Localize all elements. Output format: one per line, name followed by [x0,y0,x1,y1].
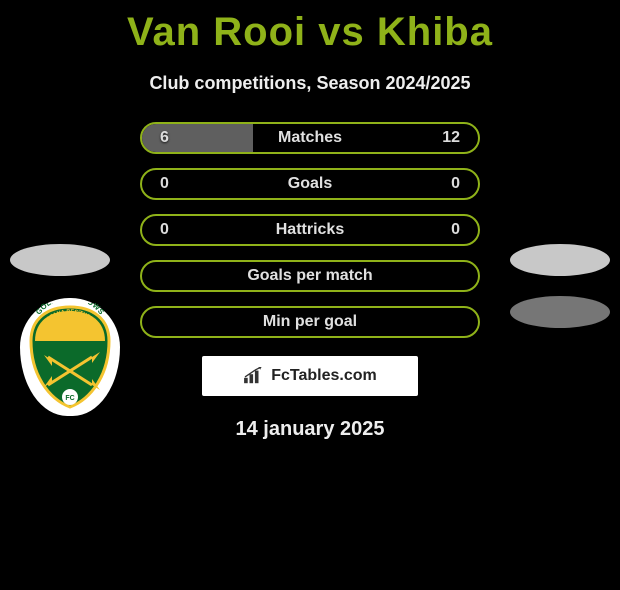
bar-chart-icon [243,367,265,385]
stat-right-value: 0 [451,221,460,239]
stat-rows: 6Matches120Goals00Hattricks0Goals per ma… [140,122,480,338]
stat-label: Goals per match [142,267,478,285]
right-team-placeholder-2 [510,296,610,328]
svg-text:FC: FC [65,395,74,402]
stat-row-goals-per-match: Goals per match [140,260,480,292]
fctables-text: FcTables.com [271,367,377,385]
club-badge: LAMONTVILLE GOLDEN ARROWS ABAFANA BES'TH… [20,298,120,416]
stat-right-value: 12 [442,129,460,147]
stat-label: Hattricks [142,221,478,239]
stat-row-min-per-goal: Min per goal [140,306,480,338]
fctables-watermark: FcTables.com [202,356,418,396]
stat-label: Goals [142,175,478,193]
stat-label: Min per goal [142,313,478,331]
club-badge-icon: LAMONTVILLE GOLDEN ARROWS ABAFANA BES'TH… [25,303,115,411]
stat-row-hattricks: 0Hattricks0 [140,214,480,246]
comparison-date: 14 january 2025 [0,418,620,441]
stat-label: Matches [142,129,478,147]
left-team-placeholder [10,244,110,276]
stat-row-goals: 0Goals0 [140,168,480,200]
stat-right-value: 0 [451,175,460,193]
page-title: Van Rooi vs Khiba [0,10,620,55]
comparison-panel: LAMONTVILLE GOLDEN ARROWS ABAFANA BES'TH… [0,122,620,441]
stat-row-matches: 6Matches12 [140,122,480,154]
page-subtitle: Club competitions, Season 2024/2025 [0,73,620,94]
right-team-placeholder-1 [510,244,610,276]
